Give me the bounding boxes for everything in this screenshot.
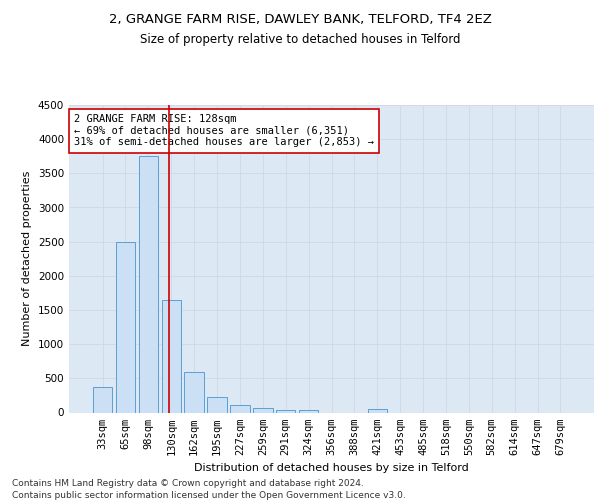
Bar [184,372,204,412]
Bar [161,300,181,412]
Y-axis label: Number of detached properties: Number of detached properties [22,171,32,346]
Bar [93,387,112,412]
Bar [116,242,135,412]
Text: Size of property relative to detached houses in Telford: Size of property relative to detached ho… [140,32,460,46]
Bar [368,409,387,412]
Text: Contains HM Land Registry data © Crown copyright and database right 2024.
Contai: Contains HM Land Registry data © Crown c… [12,478,406,500]
Bar [139,156,158,412]
Bar [276,410,295,412]
Bar [208,397,227,412]
X-axis label: Distribution of detached houses by size in Telford: Distribution of detached houses by size … [194,463,469,473]
Bar [230,405,250,412]
Bar [299,410,319,412]
Text: 2, GRANGE FARM RISE, DAWLEY BANK, TELFORD, TF4 2EZ: 2, GRANGE FARM RISE, DAWLEY BANK, TELFOR… [109,12,491,26]
Bar [253,408,272,412]
Text: 2 GRANGE FARM RISE: 128sqm
← 69% of detached houses are smaller (6,351)
31% of s: 2 GRANGE FARM RISE: 128sqm ← 69% of deta… [74,114,374,148]
